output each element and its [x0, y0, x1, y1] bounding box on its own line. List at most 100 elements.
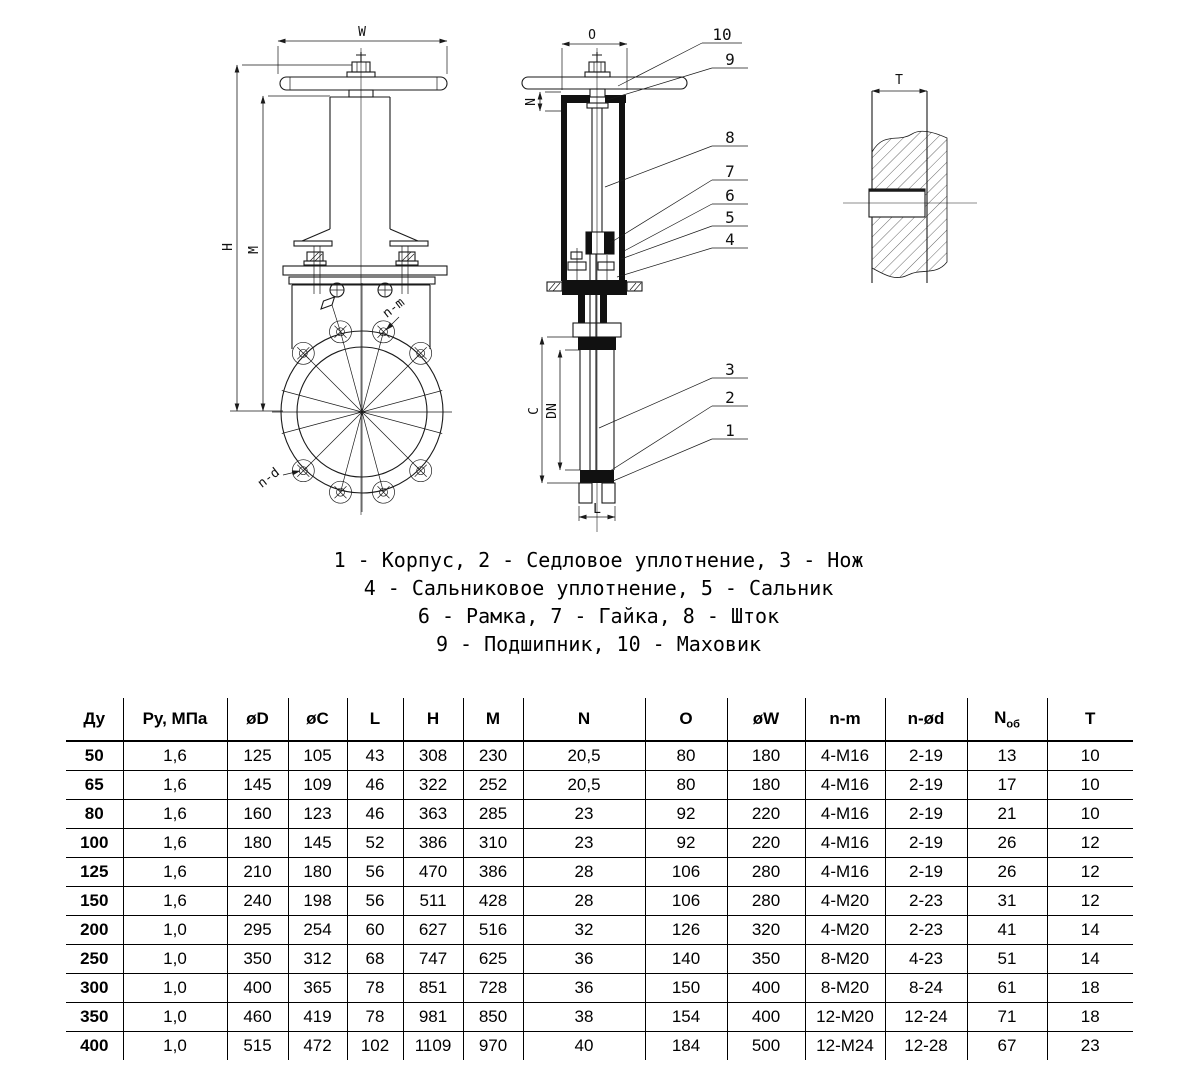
table-cell: 230 [462, 741, 523, 770]
table-cell: 65 [84, 774, 104, 794]
table-cell: 80 [84, 803, 104, 823]
table-cell: 78 [346, 1002, 403, 1031]
table-header-cell: M [462, 698, 523, 741]
table-cell: 428 [462, 886, 523, 915]
table-cell: 41 [966, 915, 1047, 944]
callout-3: 3 [598, 360, 748, 429]
table-cell: 2-23 [884, 915, 967, 944]
table-cell: 26 [966, 857, 1047, 886]
table-cell: 8-M20 [804, 973, 885, 1002]
table-row: 250 1,0 350 312 68 747 625 36 140 350 8-M20 4-23 51 1… [66, 944, 1133, 973]
table-cell: 180 [726, 741, 805, 770]
table-cell: 308 [402, 741, 463, 770]
table-cell: 220 [726, 828, 805, 857]
table-cell: 210 [226, 857, 288, 886]
table-cell: 4-23 [884, 944, 967, 973]
callout-number: 10 [712, 25, 731, 44]
table-cell: 10 [1046, 770, 1133, 799]
table-cell: 1,6 [122, 799, 227, 828]
callout-1: 1 [612, 421, 748, 482]
table-cell: 2-23 [884, 886, 967, 915]
callout-number: 8 [725, 128, 735, 147]
table-cell: 145 [287, 828, 347, 857]
table-cell: 200 [80, 919, 109, 939]
table-cell: 12 [1046, 886, 1133, 915]
table-cell: 32 [522, 915, 645, 944]
table-cell: 125 [80, 861, 109, 881]
table-cell: 109 [287, 770, 347, 799]
table-row: 350 1,0 460 419 78 981 850 38 154 400 12-M20 12-24 7… [66, 1002, 1133, 1031]
flange-bolt [409, 341, 433, 365]
table-cell: 1,6 [122, 741, 227, 770]
front-view: W H M [221, 25, 452, 515]
table-cell: 419 [287, 1002, 347, 1031]
side-view: O N [521, 25, 748, 532]
table-cell: 51 [966, 944, 1047, 973]
callout-number: 9 [725, 50, 735, 69]
table-cell: 31 [966, 886, 1047, 915]
table-cell: 106 [644, 886, 727, 915]
table-cell: 4-M16 [804, 857, 885, 886]
table-cell: 252 [462, 770, 523, 799]
table-cell: 80 [644, 770, 727, 799]
dim-label-dn: DN [545, 403, 560, 419]
callout-number: 4 [725, 230, 735, 249]
table-cell: 400 [726, 973, 805, 1002]
legend-line: 4 - Сальниковое уплотнение, 5 - Сальник [363, 576, 834, 600]
table-cell: 67 [966, 1031, 1047, 1060]
table-cell: 4-M16 [804, 799, 885, 828]
callout-number: 2 [725, 388, 735, 407]
stem-column [329, 96, 391, 229]
table-cell: 10 [1046, 741, 1133, 770]
table-cell: 28 [522, 857, 645, 886]
flange-circle: n-m n-d [255, 283, 452, 512]
table-cell: 350 [726, 944, 805, 973]
handwheel-front [279, 52, 448, 98]
table-cell: 12-28 [884, 1031, 967, 1060]
table-cell: 180 [726, 770, 805, 799]
dim-label-w: W [358, 25, 366, 40]
table-cell: 728 [462, 973, 523, 1002]
callout-number: 6 [725, 186, 735, 205]
table-cell: 12 [1046, 828, 1133, 857]
table-row: 200 1,0 295 254 60 627 516 32 126 320 4-M20 2-23 41 1… [66, 915, 1133, 944]
flange-bolt [409, 459, 433, 483]
table-cell: 1,0 [122, 1031, 227, 1060]
table-cell: 400 [726, 1002, 805, 1031]
callout-number: 5 [725, 208, 735, 227]
table-row: 125 1,6 210 180 56 470 386 28 106 280 4-M16 2-19 26 1… [66, 857, 1133, 886]
flange-label-bottom: n-d [255, 465, 283, 491]
table-cell: 1,6 [122, 857, 227, 886]
flange-bolt [329, 480, 352, 504]
legend-line: 6 - Рамка, 7 - Гайка, 8 - Шток [417, 604, 780, 628]
table-header-cell: L [346, 698, 403, 741]
table-row: 65 1,6 145 109 46 322 252 20,5 80 180 4-M16 2-19 17 1… [66, 770, 1133, 799]
table-cell: 320 [726, 915, 805, 944]
callout-number: 1 [725, 421, 735, 440]
gland-section [546, 248, 643, 323]
table-cell: 154 [644, 1002, 727, 1031]
table-cell: 180 [287, 857, 347, 886]
table-cell: 386 [402, 828, 463, 857]
callout-number: 7 [725, 162, 735, 181]
table-header-cell: Ру, МПа [122, 698, 227, 741]
stem-rod [591, 108, 603, 232]
table-cell: 4-M16 [804, 770, 885, 799]
table-cell: 1,6 [122, 886, 227, 915]
flange-bolt [291, 341, 315, 365]
table-cell: 400 [80, 1035, 109, 1055]
table-cell: 56 [346, 886, 403, 915]
callout-6: 6 [623, 186, 748, 252]
table-cell: 386 [462, 857, 523, 886]
table-cell: 18 [1046, 973, 1133, 1002]
table-cell: 40 [522, 1031, 645, 1060]
flange-bolt [291, 459, 315, 483]
table-cell: 1,6 [122, 770, 227, 799]
table-row: 50 1,6 125 105 43 308 230 20,5 80 180 4-M16 2-19 13 1… [66, 741, 1133, 770]
table-cell: 970 [462, 1031, 523, 1060]
table-cell: 472 [287, 1031, 347, 1060]
table-cell: 460 [226, 1002, 288, 1031]
